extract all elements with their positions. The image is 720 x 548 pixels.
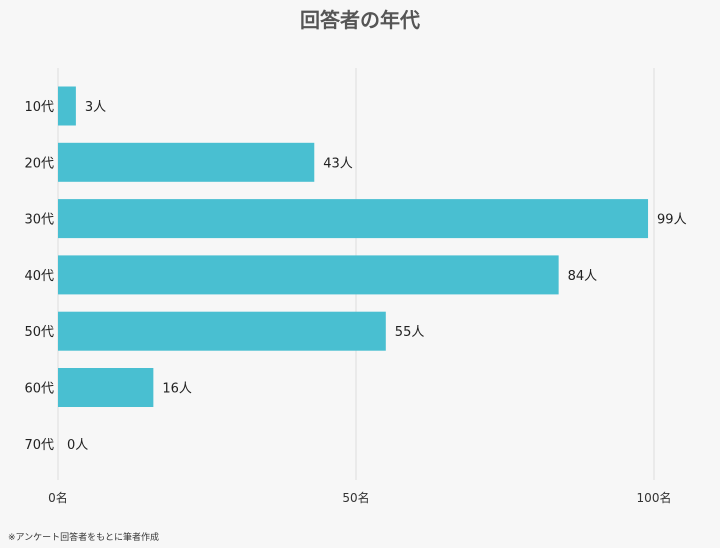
bar	[58, 142, 315, 182]
data-label: 16人	[162, 382, 192, 397]
data-label: 43人	[323, 156, 353, 171]
category-label: 60代	[24, 382, 54, 397]
x-tick-label: 0名	[48, 490, 68, 505]
bar	[58, 255, 559, 295]
bar	[58, 368, 154, 407]
category-label: 20代	[24, 156, 54, 171]
data-label: 0人	[67, 438, 88, 453]
category-label: 40代	[24, 269, 54, 284]
category-label: 70代	[24, 438, 54, 453]
category-label: 30代	[24, 213, 54, 228]
source-note: ※アンケート回答者をもとに筆者作成	[8, 533, 160, 543]
x-tick-label: 50名	[342, 490, 369, 505]
bar	[58, 199, 649, 239]
data-label: 55人	[395, 325, 425, 340]
x-tick-label: 100名	[637, 490, 672, 505]
category-label: 50代	[24, 325, 54, 340]
bar	[58, 311, 386, 351]
bar	[58, 86, 76, 126]
category-label: 10代	[24, 100, 54, 115]
chart-title: 回答者の年代	[300, 8, 420, 32]
data-label: 84人	[568, 269, 598, 284]
data-label: 3人	[85, 100, 106, 115]
data-label: 99人	[657, 213, 687, 228]
